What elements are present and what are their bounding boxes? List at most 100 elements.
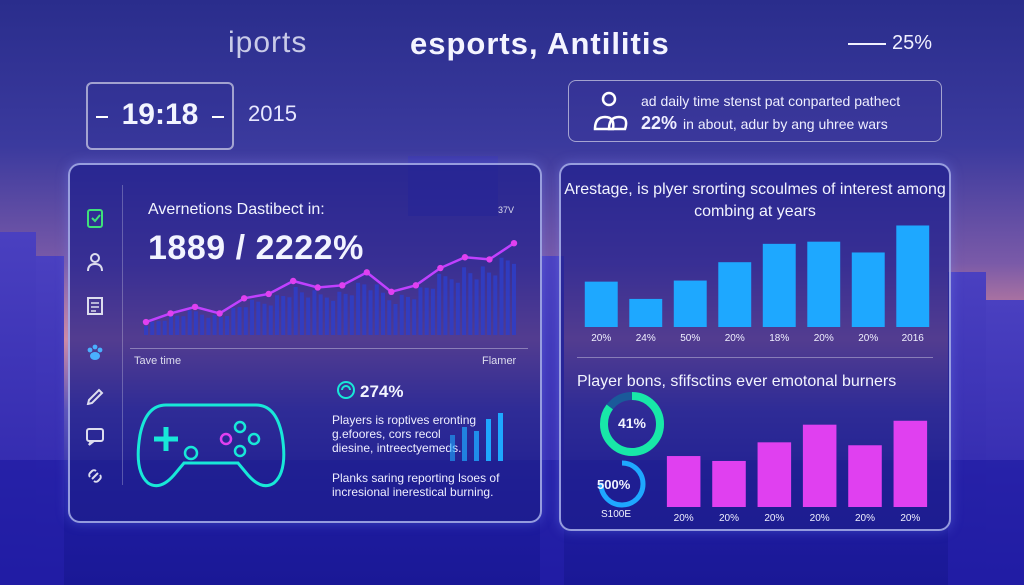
line-chart-bg-bar — [356, 282, 361, 335]
line-chart-bg-bar — [193, 311, 198, 335]
line-chart-bg-bar — [200, 314, 205, 335]
bar-label: 50% — [680, 333, 700, 344]
bar — [718, 262, 752, 327]
bar — [757, 442, 792, 507]
line-point — [339, 282, 346, 289]
bar-label: 2016 — [902, 333, 925, 344]
line-point — [461, 254, 469, 261]
bar-label: 18% — [769, 333, 789, 344]
stat-description: Players is roptives eronting g.efoores, … — [332, 413, 477, 455]
bar — [712, 460, 746, 507]
big-stat-value: 1889 / 2222% — [148, 229, 364, 267]
line-chart-bg-bar — [237, 307, 242, 335]
bar — [673, 280, 707, 327]
line-chart-bg-bar — [368, 290, 373, 335]
line-point — [314, 284, 321, 291]
bar — [584, 281, 618, 327]
divider — [130, 348, 528, 349]
chart-title: Avernetions Dastibect in: — [148, 201, 325, 218]
line-point — [216, 310, 223, 317]
line-chart-bg-bar — [225, 315, 230, 335]
line-chart-bg-bar — [281, 296, 286, 335]
paw-icon[interactable] — [84, 341, 106, 363]
line-chart-bg-bar — [455, 282, 460, 335]
line-chart-bg-bar — [393, 303, 398, 335]
line-chart-bg-bar — [412, 299, 417, 335]
donut-sub-label: S100E — [601, 509, 632, 520]
donut-2-label: 500% — [597, 477, 631, 492]
bar-label: 20% — [855, 513, 875, 524]
bar-label: 20% — [858, 333, 878, 344]
line-chart-bg-bar — [331, 300, 336, 335]
line-chart-bg-bar — [349, 295, 354, 335]
refresh-icon — [337, 381, 355, 399]
brand-left-title: iports — [228, 26, 308, 59]
line-chart-bg-bar — [362, 284, 367, 335]
line-point — [265, 290, 272, 298]
line-point — [240, 295, 248, 302]
brand-main-title: esports, Antilitis — [410, 26, 670, 61]
bar-label: 24% — [636, 333, 656, 344]
line-chart-bg-bar — [499, 257, 504, 335]
line-chart-bg-bar — [449, 279, 454, 335]
line-point — [142, 318, 150, 326]
bar — [762, 243, 796, 327]
clipboard-icon[interactable] — [84, 207, 106, 229]
line-chart-bg-bar — [268, 305, 273, 335]
right-chart-title: Arestage, is plyer srorting scoulmes of … — [564, 181, 946, 220]
line-chart-bg-bar — [274, 295, 279, 335]
line-chart-bg-bar — [443, 276, 448, 335]
line-chart-bg-bar — [206, 317, 211, 335]
pen-icon[interactable] — [84, 383, 106, 405]
line-chart-bg-bar — [293, 286, 298, 335]
line-chart-bg-bar — [156, 321, 161, 335]
group-icon — [593, 91, 628, 131]
bar — [666, 456, 701, 507]
stat-percent: 274% — [360, 382, 404, 401]
donut-1-label: 41% — [617, 415, 647, 431]
bar-label: 20% — [764, 513, 784, 524]
note-line-2: 22% in about, adur by ang uhree wars — [641, 113, 888, 133]
clock-widget[interactable]: 19:18 — [86, 82, 234, 150]
line-point — [486, 256, 493, 263]
link-icon[interactable] — [84, 465, 106, 487]
line-chart-bg-bar — [512, 263, 516, 335]
line-chart — [142, 240, 518, 335]
line-chart-bg-bar — [231, 307, 236, 335]
line-chart-bg-bar — [437, 273, 442, 335]
bar-label: 20% — [814, 333, 834, 344]
donut-chart-2 — [598, 460, 646, 508]
bar-chart-top: 20% 24% 50% 20% 18% 20% 20% 2016 — [584, 225, 930, 344]
line-point — [363, 269, 370, 276]
user-icon[interactable] — [84, 251, 106, 273]
line-chart-bg-bar — [462, 267, 467, 335]
line-chart-bg-bar — [381, 292, 386, 335]
bar — [896, 225, 930, 327]
chart-corner-label: 37V — [498, 205, 515, 215]
line-chart-bg-bar — [505, 260, 510, 335]
line-chart-bg-bar — [424, 287, 429, 335]
document-icon[interactable] — [84, 295, 106, 317]
line-point — [290, 277, 297, 285]
line-chart-bg-bar — [256, 301, 261, 335]
bar — [802, 424, 837, 507]
line-chart-bg-bar — [187, 310, 192, 335]
clock-time: 19:18 — [121, 98, 199, 131]
bar — [851, 252, 885, 327]
line-series — [145, 242, 515, 324]
bar-label: 20% — [719, 513, 739, 524]
donut-chart-1 — [600, 392, 664, 456]
left-dashboard-panel: Avernetions Dastibect in: 37V 1889 / 222… — [68, 163, 542, 523]
chat-icon[interactable] — [84, 425, 106, 447]
line-point — [437, 264, 444, 272]
line-chart-bg-bar — [312, 290, 317, 335]
line-chart-bg-bar — [474, 279, 479, 335]
bar-label: 20% — [674, 513, 694, 524]
line-chart-bg-bar — [487, 272, 492, 335]
line-chart-bg-bar — [250, 299, 255, 335]
line-chart-bg-bar — [287, 297, 292, 335]
line-chart-bg-bar — [318, 294, 323, 335]
info-note-card[interactable]: ad daily time stenst pat conparted pathe… — [568, 80, 942, 142]
line-chart-bg-bar — [162, 320, 167, 335]
line-chart-bg-bar — [493, 275, 498, 335]
